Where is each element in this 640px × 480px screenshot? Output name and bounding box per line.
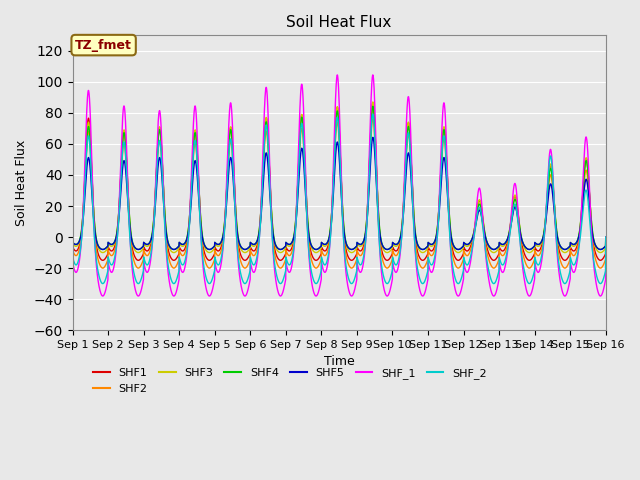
Line: SHF2: SHF2 — [72, 119, 605, 268]
SHF_2 — [273, 274, 281, 280]
SHF5 — [602, 234, 609, 240]
X-axis label: Time: Time — [324, 355, 355, 369]
SHF_2 — [296, 135, 304, 141]
SHF3 — [490, 250, 497, 255]
SHF2 — [369, 116, 377, 122]
Title: Soil Heat Flux: Soil Heat Flux — [287, 15, 392, 30]
SHF5 — [369, 134, 377, 140]
SHF_2 — [534, 262, 542, 268]
SHF4 — [68, 240, 76, 245]
SHF3 — [161, 213, 169, 218]
SHF2 — [129, 256, 137, 262]
SHF_1 — [273, 285, 281, 290]
Line: SHF1: SHF1 — [72, 103, 605, 260]
Text: TZ_fmet: TZ_fmet — [75, 38, 132, 52]
SHF_2 — [602, 234, 609, 240]
SHF4 — [534, 241, 542, 247]
SHF4 — [161, 212, 169, 218]
SHF4 — [592, 242, 600, 248]
SHF2 — [525, 265, 533, 271]
SHF2 — [602, 234, 609, 240]
SHF1 — [369, 100, 377, 106]
SHF5 — [161, 219, 169, 225]
SHF4 — [369, 104, 377, 109]
SHF5 — [592, 243, 600, 249]
SHF_1 — [592, 277, 600, 283]
SHF_1 — [369, 72, 377, 78]
SHF3 — [129, 244, 137, 250]
SHF_1 — [129, 276, 137, 282]
SHF_2 — [68, 254, 76, 260]
SHF3 — [592, 245, 600, 251]
SHF_2 — [525, 281, 533, 287]
Legend: SHF1, SHF2, SHF3, SHF4, SHF5, SHF_1, SHF_2: SHF1, SHF2, SHF3, SHF4, SHF5, SHF_1, SHF… — [89, 364, 492, 398]
SHF_1 — [534, 269, 542, 275]
SHF_1 — [602, 234, 609, 240]
Line: SHF3: SHF3 — [72, 102, 605, 252]
SHF3 — [296, 128, 304, 133]
Line: SHF5: SHF5 — [72, 137, 605, 250]
SHF4 — [296, 130, 304, 136]
SHF2 — [592, 257, 600, 263]
SHF5 — [490, 247, 497, 252]
SHF4 — [273, 244, 281, 250]
SHF4 — [129, 242, 137, 248]
Y-axis label: Soil Heat Flux: Soil Heat Flux — [15, 140, 28, 226]
SHF3 — [68, 241, 76, 247]
Line: SHF4: SHF4 — [72, 107, 605, 250]
SHF_1 — [68, 259, 76, 265]
SHF5 — [296, 157, 304, 163]
SHF2 — [296, 139, 304, 145]
SHF5 — [129, 242, 137, 248]
SHF_2 — [129, 267, 137, 273]
SHF3 — [602, 234, 609, 240]
SHF5 — [68, 240, 76, 245]
SHF1 — [129, 250, 137, 255]
SHF1 — [534, 248, 542, 254]
SHF4 — [490, 247, 497, 252]
SHF1 — [602, 234, 609, 240]
SHF3 — [534, 243, 542, 249]
SHF5 — [534, 241, 542, 247]
SHF1 — [273, 254, 281, 260]
SHF3 — [369, 99, 377, 105]
SHF1 — [68, 244, 76, 250]
SHF_2 — [592, 269, 600, 275]
SHF_2 — [161, 228, 169, 233]
SHF2 — [273, 261, 281, 266]
SHF1 — [161, 216, 169, 221]
SHF_2 — [369, 111, 377, 117]
SHF2 — [68, 247, 76, 253]
SHF1 — [592, 251, 600, 256]
Line: SHF_2: SHF_2 — [72, 114, 605, 284]
SHF1 — [490, 257, 497, 263]
SHF5 — [273, 245, 281, 251]
SHF_1 — [296, 101, 304, 107]
SHF_1 — [161, 225, 169, 230]
SHF2 — [161, 222, 169, 228]
SHF4 — [602, 234, 609, 240]
SHF3 — [273, 247, 281, 253]
Line: SHF_1: SHF_1 — [72, 75, 605, 296]
SHF2 — [534, 253, 542, 259]
SHF1 — [296, 128, 304, 134]
SHF_1 — [525, 293, 533, 299]
